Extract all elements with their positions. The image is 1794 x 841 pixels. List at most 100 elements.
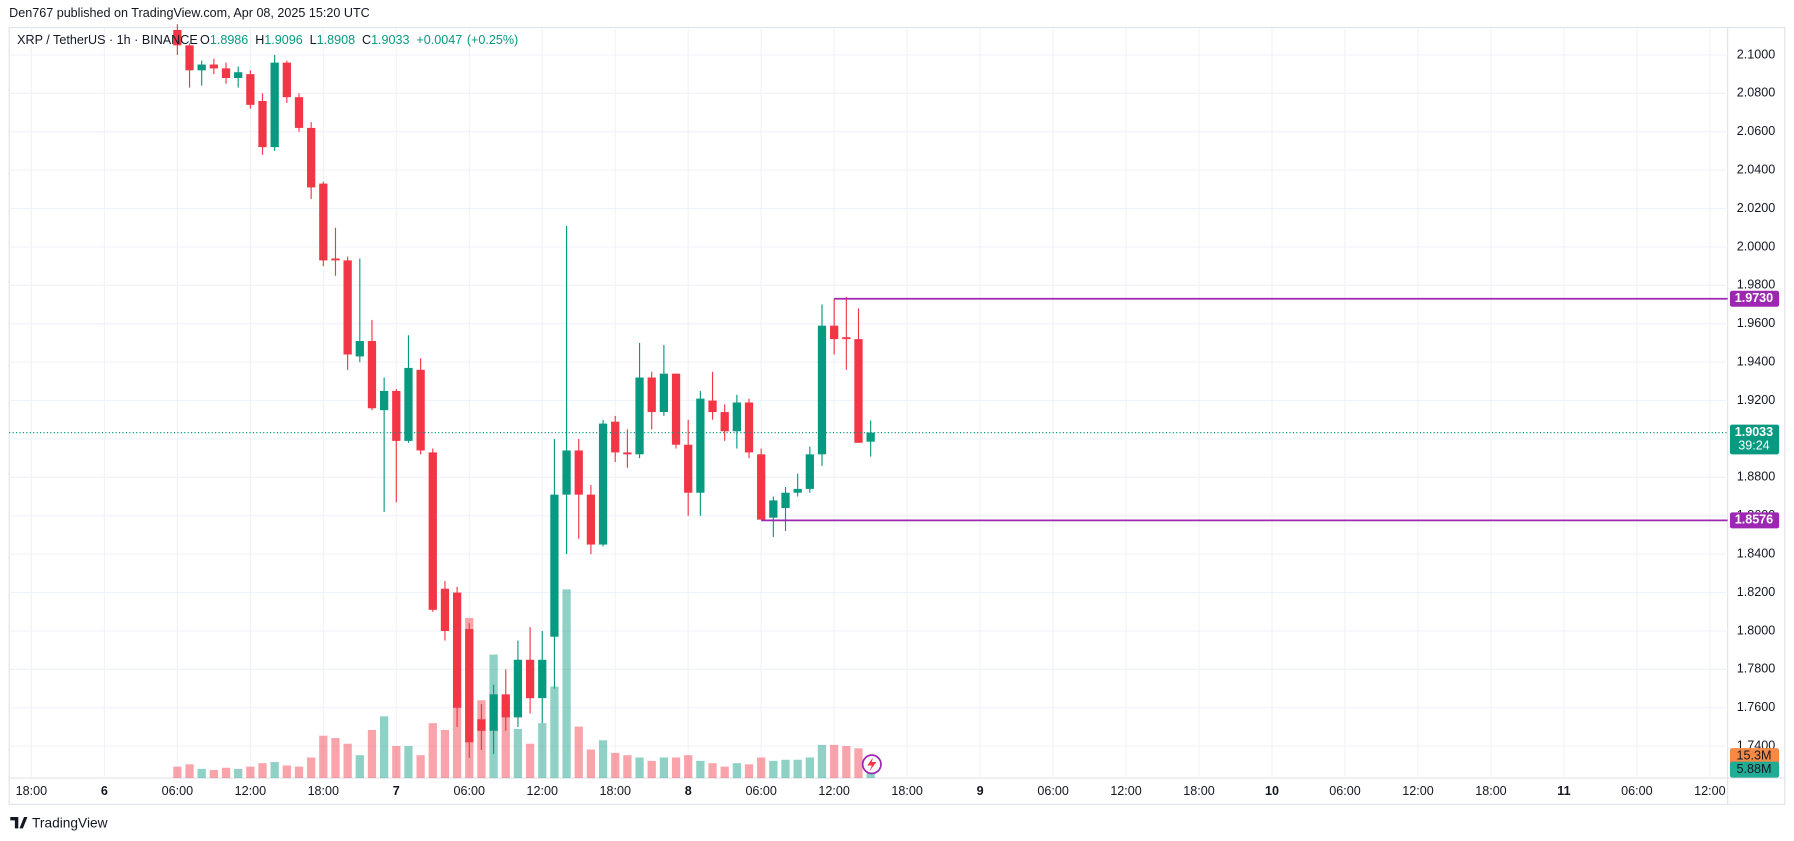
- candle-body: [671, 373, 681, 445]
- y-tick-label: 2.0800: [1737, 86, 1775, 100]
- volume-bar: [635, 757, 644, 779]
- candle-body: [367, 341, 377, 409]
- volume-bar: [769, 760, 778, 779]
- candle-body: [282, 62, 291, 98]
- candle-body: [684, 444, 693, 493]
- candle-body: [708, 400, 717, 413]
- candle-body: [854, 339, 863, 443]
- y-tick-label: 1.7800: [1737, 662, 1775, 676]
- candle-body: [647, 377, 656, 413]
- candle-body: [477, 719, 486, 731]
- y-tick-label: 1.8200: [1737, 585, 1775, 599]
- candle-body: [270, 62, 279, 148]
- x-tick-label: 18:00: [1475, 784, 1506, 798]
- icon-bolt[interactable]: [867, 757, 877, 772]
- x-tick-label: 7: [393, 784, 400, 798]
- candle-body: [197, 64, 206, 71]
- y-tick-label: 1.9400: [1737, 354, 1775, 368]
- candle-body: [307, 127, 316, 188]
- candle-body: [465, 629, 474, 743]
- volume-bar: [392, 746, 401, 779]
- candle-body: [866, 432, 875, 442]
- x-tick-label: 06:00: [162, 784, 193, 798]
- logo-mark[interactable]: [10, 816, 28, 829]
- y-tick-label: 1.9800: [1737, 278, 1775, 292]
- x-tick-label: 12:00: [1110, 784, 1141, 798]
- candle-body: [817, 325, 827, 455]
- candle-body: [452, 592, 462, 708]
- volume-bar: [197, 768, 206, 779]
- volume-bar: [513, 728, 523, 779]
- x-tick-label: 12:00: [1402, 784, 1433, 798]
- ohlc-value: 1.8908: [317, 34, 355, 48]
- lightning-icon[interactable]: [861, 754, 882, 775]
- x-tick-label: 10: [1265, 784, 1279, 798]
- candle-body: [234, 72, 243, 78]
- volume-bar: [562, 589, 571, 779]
- candle-body: [246, 74, 255, 105]
- candle-body: [294, 97, 304, 128]
- volume-bar: [404, 746, 413, 779]
- x-tick-label: 12:00: [818, 784, 849, 798]
- volume-tag: [1729, 761, 1780, 778]
- ohlc-value: 1.9033: [371, 34, 409, 48]
- volume-bar: [258, 763, 267, 779]
- y-tick-label: 1.8800: [1737, 470, 1775, 484]
- volume-bar: [805, 757, 814, 779]
- candle-body: [550, 494, 559, 637]
- volume-bar: [538, 723, 547, 779]
- volume-bar: [647, 760, 656, 779]
- volume-bar: [817, 744, 827, 779]
- volume-tag-label: 5.88M: [1736, 762, 1771, 776]
- x-tick-label: 6: [101, 784, 108, 798]
- volume-bar: [623, 755, 632, 779]
- ohlc-label: H: [255, 34, 264, 48]
- volume-bar: [611, 752, 620, 779]
- overlay-layer: [9, 297, 1728, 522]
- volume-bar: [367, 730, 377, 779]
- volume-bar: [744, 764, 754, 779]
- ohlc-value: 1.8986: [210, 34, 248, 48]
- logo[interactable]: TradingView: [10, 815, 108, 830]
- volume-bar: [586, 749, 596, 779]
- y-tick-label: 2.0600: [1737, 124, 1775, 138]
- level-tag-label: 1.8576: [1735, 513, 1773, 527]
- volume-bar: [854, 748, 863, 779]
- x-tick-label: 18:00: [308, 784, 339, 798]
- candle-body: [842, 337, 851, 340]
- logo-text[interactable]: TradingView: [32, 815, 108, 830]
- volume-bar: [440, 730, 450, 779]
- candle-body: [331, 258, 340, 261]
- change-value: +0.0047: [416, 34, 462, 48]
- candle-body: [416, 369, 425, 451]
- y-tick-label: 1.9200: [1737, 393, 1775, 407]
- x-tick-label: 06:00: [454, 784, 485, 798]
- candle-body: [404, 367, 413, 441]
- candle-body: [209, 64, 218, 69]
- candle-body: [538, 659, 547, 699]
- volume-bar: [428, 723, 437, 779]
- volume-bar: [221, 767, 231, 779]
- x-tick-label: 12:00: [235, 784, 266, 798]
- candle-body: [319, 183, 328, 261]
- countdown-label: 39:24: [1738, 439, 1769, 453]
- candle-body: [720, 412, 729, 432]
- candle-body: [343, 260, 352, 355]
- volume-bar: [294, 766, 304, 779]
- y-tick-label: 2.0200: [1737, 201, 1775, 215]
- candle-body: [525, 659, 535, 699]
- x-tick-label: 8: [685, 784, 692, 798]
- level-tag: [1729, 512, 1780, 529]
- volume-bar: [282, 765, 291, 779]
- ohlc-label: L: [310, 34, 317, 48]
- volume-bar: [574, 726, 583, 779]
- x-tick-label: 11: [1557, 784, 1570, 798]
- volume-bar: [757, 757, 766, 779]
- volume-bar: [185, 764, 194, 779]
- last-price-tag: [1729, 424, 1780, 455]
- candle-body: [428, 452, 437, 610]
- volume-bar: [732, 763, 741, 779]
- volume-tag: [1729, 748, 1780, 765]
